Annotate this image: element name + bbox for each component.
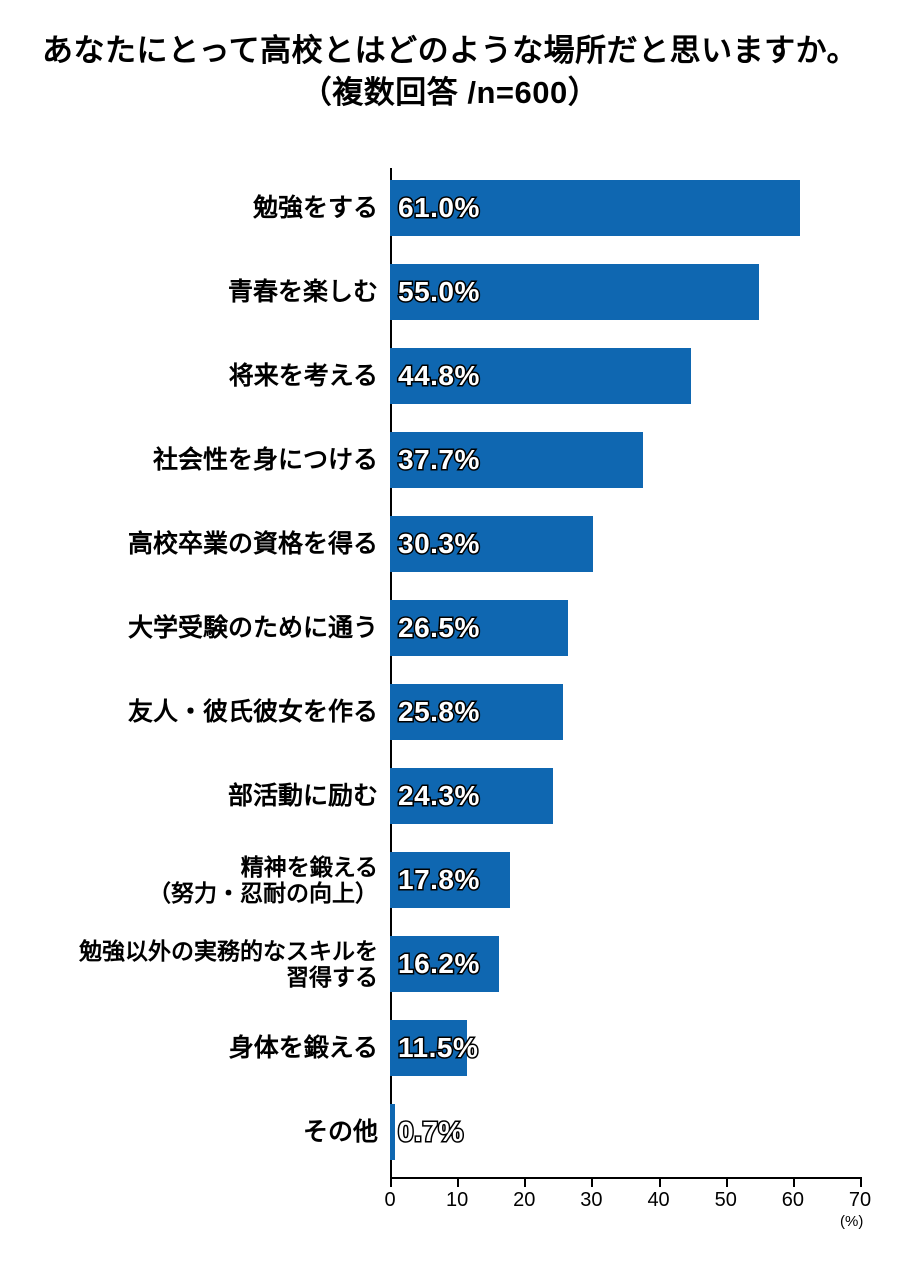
bar-wrap: 25.8% (390, 684, 860, 740)
bar-wrap: 26.5% (390, 600, 860, 656)
bar-value-label: 26.5% (398, 612, 480, 644)
x-tick (860, 1177, 862, 1187)
chart-canvas: あなたにとって高校とはどのような場所だと思いますか。 （複数回答 /n=600）… (0, 0, 900, 1265)
x-tick-label: 20 (513, 1189, 535, 1212)
bar-value-label: 55.0% (398, 276, 480, 308)
category-label: 将来を考える (50, 362, 390, 391)
x-tick-label: 70 (849, 1189, 871, 1212)
bar-row: 将来を考える 44.8% (50, 348, 860, 404)
category-label: 身体を鍛える (50, 1034, 390, 1063)
bar-wrap: 44.8% (390, 348, 860, 404)
bar-value-label: 61.0% (398, 192, 480, 224)
x-tick (591, 1177, 593, 1187)
x-axis (390, 1177, 860, 1179)
bar-row: 大学受験のために通う 26.5% (50, 600, 860, 656)
category-label: 青春を楽しむ (50, 278, 390, 307)
x-tick-label: 60 (782, 1189, 804, 1212)
bar-row: 社会性を身につける 37.7% (50, 432, 860, 488)
category-label: 友人・彼氏彼女を作る (50, 698, 390, 727)
bar-row: 部活動に励む 24.3% (50, 768, 860, 824)
category-label: 部活動に励む (50, 782, 390, 811)
bar-wrap: 24.3% (390, 768, 860, 824)
category-label: その他 (50, 1118, 390, 1147)
x-tick-label: 10 (446, 1189, 468, 1212)
x-tick (457, 1177, 459, 1187)
bar-wrap: 11.5% (390, 1020, 860, 1076)
category-label: 精神を鍛える （努力・忍耐の向上） (50, 854, 390, 907)
bar-wrap: 30.3% (390, 516, 860, 572)
bar-wrap: 61.0% (390, 180, 860, 236)
bar-row: 勉強をする 61.0% (50, 180, 860, 236)
bar-row: 高校卒業の資格を得る 30.3% (50, 516, 860, 572)
chart-area: 010203040506070(%)勉強をする61.0%青春を楽しむ55.0%将… (50, 160, 860, 1185)
bar (390, 1104, 395, 1160)
bar-value-label: 0.7% (398, 1116, 464, 1148)
bar-value-label: 24.3% (398, 780, 480, 812)
bar-row: 精神を鍛える （努力・忍耐の向上）17.8% (50, 852, 860, 908)
category-label: 大学受験のために通う (50, 614, 390, 643)
bar-wrap: 0.7% (390, 1104, 860, 1160)
bar-wrap: 37.7% (390, 432, 860, 488)
bar-value-label: 17.8% (398, 864, 480, 896)
bar-value-label: 11.5% (398, 1032, 478, 1064)
x-tick (390, 1177, 392, 1187)
chart-title-line2: （複数回答 /n=600） (0, 72, 900, 114)
category-label: 勉強以外の実務的なスキルを 習得する (50, 938, 390, 991)
x-tick-label: 50 (715, 1189, 737, 1212)
x-tick-label: 30 (580, 1189, 602, 1212)
bar-value-label: 16.2% (398, 948, 480, 980)
bar-value-label: 44.8% (398, 360, 480, 392)
x-tick (659, 1177, 661, 1187)
category-label: 勉強をする (50, 194, 390, 223)
bar-row: 友人・彼氏彼女を作る 25.8% (50, 684, 860, 740)
category-label: 高校卒業の資格を得る (50, 530, 390, 559)
x-tick (524, 1177, 526, 1187)
bar-value-label: 37.7% (398, 444, 480, 476)
bar-value-label: 30.3% (398, 528, 480, 560)
x-axis-unit: (%) (840, 1213, 863, 1230)
bar-row: 勉強以外の実務的なスキルを 習得する16.2% (50, 936, 860, 992)
x-tick (726, 1177, 728, 1187)
plot-area: 010203040506070(%)勉強をする61.0%青春を楽しむ55.0%将… (50, 160, 860, 1185)
category-label: 社会性を身につける (50, 446, 390, 475)
bar-value-label: 25.8% (398, 696, 480, 728)
bar-row: その他 0.7% (50, 1104, 860, 1160)
bar-wrap: 55.0% (390, 264, 860, 320)
x-tick-label: 0 (384, 1189, 395, 1212)
x-tick-label: 40 (647, 1189, 669, 1212)
bar-wrap: 16.2% (390, 936, 860, 992)
x-tick (793, 1177, 795, 1187)
bar-wrap: 17.8% (390, 852, 860, 908)
chart-title-line1: あなたにとって高校とはどのような場所だと思いますか。 (0, 30, 900, 72)
chart-title: あなたにとって高校とはどのような場所だと思いますか。 （複数回答 /n=600） (0, 30, 900, 114)
bar-row: 身体を鍛える 11.5% (50, 1020, 860, 1076)
bar-row: 青春を楽しむ 55.0% (50, 264, 860, 320)
